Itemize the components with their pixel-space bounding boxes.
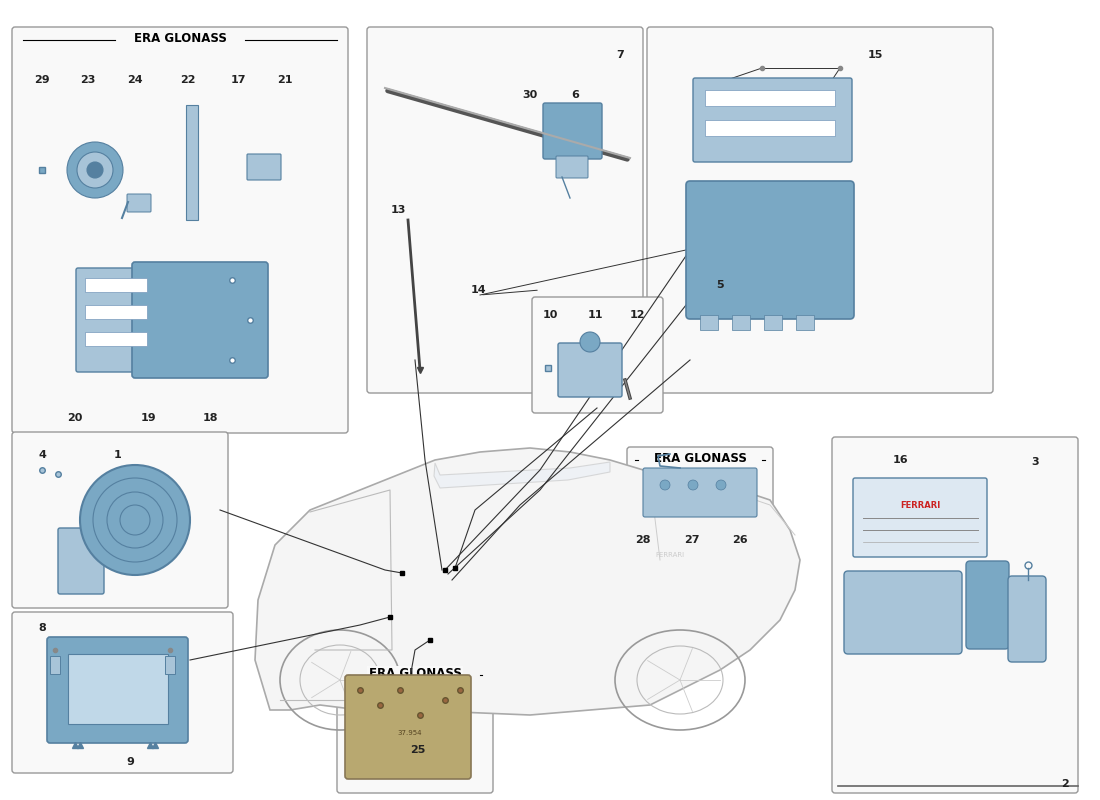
Text: 16: 16 xyxy=(892,455,907,465)
Text: 6: 6 xyxy=(571,90,579,100)
Bar xyxy=(85,305,147,319)
Text: 18: 18 xyxy=(202,413,218,423)
Text: FERRARI: FERRARI xyxy=(656,552,684,558)
Polygon shape xyxy=(255,448,800,715)
FancyBboxPatch shape xyxy=(1008,576,1046,662)
Text: 29: 29 xyxy=(34,75,50,85)
Text: 4: 4 xyxy=(39,450,46,460)
Text: 26: 26 xyxy=(733,535,748,545)
Text: since 1985: since 1985 xyxy=(516,625,684,695)
FancyBboxPatch shape xyxy=(367,27,644,393)
FancyBboxPatch shape xyxy=(644,468,757,517)
FancyBboxPatch shape xyxy=(852,478,987,557)
FancyBboxPatch shape xyxy=(693,78,852,162)
Bar xyxy=(68,654,168,724)
Circle shape xyxy=(80,465,190,575)
Text: 3: 3 xyxy=(1031,457,1038,467)
Circle shape xyxy=(67,142,123,198)
Circle shape xyxy=(716,480,726,490)
FancyBboxPatch shape xyxy=(844,571,962,654)
Text: 27: 27 xyxy=(684,535,700,545)
Text: 17: 17 xyxy=(230,75,245,85)
FancyBboxPatch shape xyxy=(686,181,854,319)
Text: 2: 2 xyxy=(1062,779,1069,789)
FancyBboxPatch shape xyxy=(132,262,268,378)
Text: ERA GLONASS: ERA GLONASS xyxy=(368,667,461,680)
Text: 12: 12 xyxy=(629,310,645,320)
FancyBboxPatch shape xyxy=(543,103,602,159)
Text: 11: 11 xyxy=(587,310,603,320)
FancyBboxPatch shape xyxy=(345,675,471,779)
FancyBboxPatch shape xyxy=(12,432,228,608)
Circle shape xyxy=(77,152,113,188)
Text: 30: 30 xyxy=(522,90,538,100)
Text: 1: 1 xyxy=(114,450,122,460)
Bar xyxy=(186,105,198,220)
Circle shape xyxy=(87,162,103,178)
Text: 20: 20 xyxy=(67,413,82,423)
FancyBboxPatch shape xyxy=(966,561,1009,649)
Text: ERA GLONASS: ERA GLONASS xyxy=(653,452,747,465)
FancyBboxPatch shape xyxy=(832,437,1078,793)
Text: 37.954: 37.954 xyxy=(398,730,422,736)
FancyBboxPatch shape xyxy=(647,27,993,393)
Bar xyxy=(700,315,718,330)
FancyBboxPatch shape xyxy=(627,447,773,553)
FancyBboxPatch shape xyxy=(248,154,280,180)
Bar xyxy=(705,90,835,106)
FancyBboxPatch shape xyxy=(58,528,104,594)
Text: 13: 13 xyxy=(390,205,406,215)
FancyBboxPatch shape xyxy=(12,612,233,773)
Polygon shape xyxy=(434,462,610,488)
FancyBboxPatch shape xyxy=(532,297,663,413)
Text: 24: 24 xyxy=(128,75,143,85)
Text: ERA GLONASS: ERA GLONASS xyxy=(133,32,227,45)
Bar xyxy=(85,332,147,346)
FancyBboxPatch shape xyxy=(126,194,151,212)
Text: 15: 15 xyxy=(867,50,882,60)
Bar xyxy=(165,656,175,674)
Text: 25: 25 xyxy=(410,745,426,755)
FancyBboxPatch shape xyxy=(337,662,493,793)
Text: 19: 19 xyxy=(140,413,156,423)
Bar xyxy=(732,315,750,330)
Bar xyxy=(796,315,814,330)
Text: 9: 9 xyxy=(126,757,134,767)
Text: 23: 23 xyxy=(80,75,96,85)
Text: 22: 22 xyxy=(180,75,196,85)
Text: FERRARI: FERRARI xyxy=(900,501,940,510)
FancyBboxPatch shape xyxy=(47,637,188,743)
FancyBboxPatch shape xyxy=(558,343,622,397)
FancyBboxPatch shape xyxy=(76,268,160,372)
FancyBboxPatch shape xyxy=(556,156,588,178)
Circle shape xyxy=(580,332,600,352)
Text: 8: 8 xyxy=(39,623,46,633)
Text: 21: 21 xyxy=(277,75,293,85)
Bar xyxy=(50,656,60,674)
Bar xyxy=(85,278,147,292)
Bar xyxy=(705,120,835,136)
Bar xyxy=(764,315,782,330)
FancyBboxPatch shape xyxy=(12,27,348,433)
Text: 7: 7 xyxy=(616,50,624,60)
Text: 5: 5 xyxy=(716,280,724,290)
Circle shape xyxy=(688,480,698,490)
Text: 14: 14 xyxy=(470,285,486,295)
Circle shape xyxy=(660,480,670,490)
Text: a passion: a passion xyxy=(397,565,562,635)
Text: 28: 28 xyxy=(636,535,651,545)
Text: 10: 10 xyxy=(542,310,558,320)
